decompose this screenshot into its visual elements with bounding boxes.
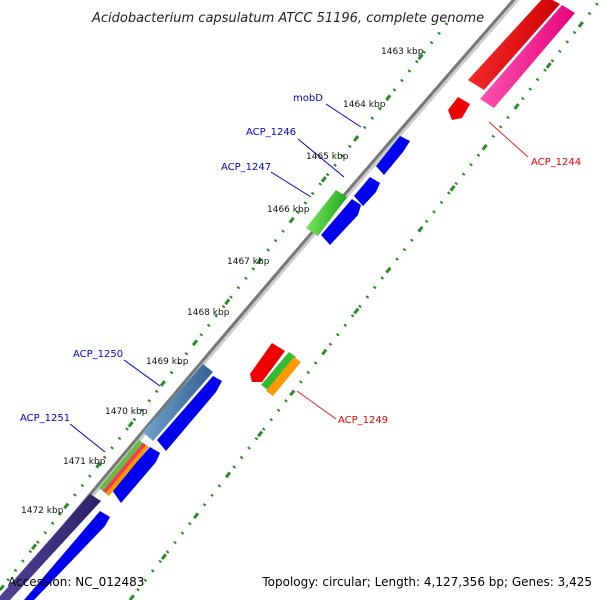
genome-summary-text: Topology: circular; Length: 4,127,356 bp… — [261, 575, 592, 589]
kbp-label-1471: 1471 kbp — [63, 457, 106, 467]
kbp-label-1468: 1468 kbp — [187, 308, 230, 318]
gene-bar-pink-top[interactable] — [480, 5, 575, 108]
kbp-label-1466: 1466 kbp — [267, 205, 310, 215]
kbp-label-1470: 1470 kbp — [105, 407, 148, 417]
gene-bar-multicolor-stripe-red — [103, 443, 146, 493]
leader-acp1244 — [488, 121, 529, 158]
kbp-label-1467: 1467 kbp — [227, 257, 270, 267]
leader-acp1247 — [270, 171, 312, 198]
kbp-label-1464: 1464 kbp — [343, 100, 386, 110]
gene-arrow-mobd[interactable] — [376, 136, 410, 175]
gene-bar-navy[interactable] — [0, 494, 101, 600]
gene-label-acp1244[interactable]: ACP_1244 — [531, 157, 581, 168]
gene-arrow-acp1247[interactable] — [321, 199, 361, 245]
kbp-label-1465: 1465 kbp — [306, 152, 349, 162]
gene-bar-red-top[interactable] — [468, 0, 560, 90]
gene-bar-acp1249-orange[interactable] — [266, 357, 301, 396]
leader-mobd — [325, 103, 362, 128]
leader-acp1246 — [297, 138, 345, 178]
kbp-label-1472: 1472 kbp — [21, 506, 64, 516]
gene-bar-acp1249-green[interactable] — [261, 352, 296, 390]
kbp-label-1463: 1463 kbp — [381, 47, 424, 57]
map-title: Acidobacterium capsulatum ATCC 51196, co… — [91, 11, 484, 26]
gene-bar-steel-acp1250[interactable] — [143, 364, 213, 441]
gene-bar-green-acp1247[interactable] — [306, 190, 347, 236]
gene-arrow-acp1244[interactable] — [448, 97, 470, 120]
leader-acp1251 — [69, 423, 106, 453]
gene-label-acp1246[interactable]: ACP_1246 — [246, 127, 296, 138]
gene-arrow-acp1246[interactable] — [354, 177, 380, 206]
gene-arrow-acp1250[interactable] — [157, 376, 222, 451]
gene-arrow-lower[interactable] — [24, 511, 110, 600]
inner-tick-track — [128, 0, 600, 600]
gene-label-mobd[interactable]: mobD — [293, 93, 323, 104]
gene-bar-multicolor-stripe-orange — [106, 445, 149, 496]
gene-label-acp1251[interactable]: ACP_1251 — [20, 413, 70, 424]
leader-acp1249 — [296, 390, 337, 420]
gene-arrow-acp1251[interactable] — [112, 447, 160, 503]
accession-text: Accession: NC_012483 — [8, 575, 144, 589]
gene-arrow-acp1249-red[interactable] — [250, 343, 285, 382]
inner-major-ticks — [128, 0, 600, 600]
outer-tick-track — [0, 21, 450, 591]
leader-acp1250 — [123, 359, 161, 387]
kbp-label-1469: 1469 kbp — [146, 357, 189, 367]
gene-label-acp1249[interactable]: ACP_1249 — [338, 415, 388, 426]
gene-label-acp1247[interactable]: ACP_1247 — [221, 162, 271, 173]
gene-label-acp1250[interactable]: ACP_1250 — [73, 349, 123, 360]
